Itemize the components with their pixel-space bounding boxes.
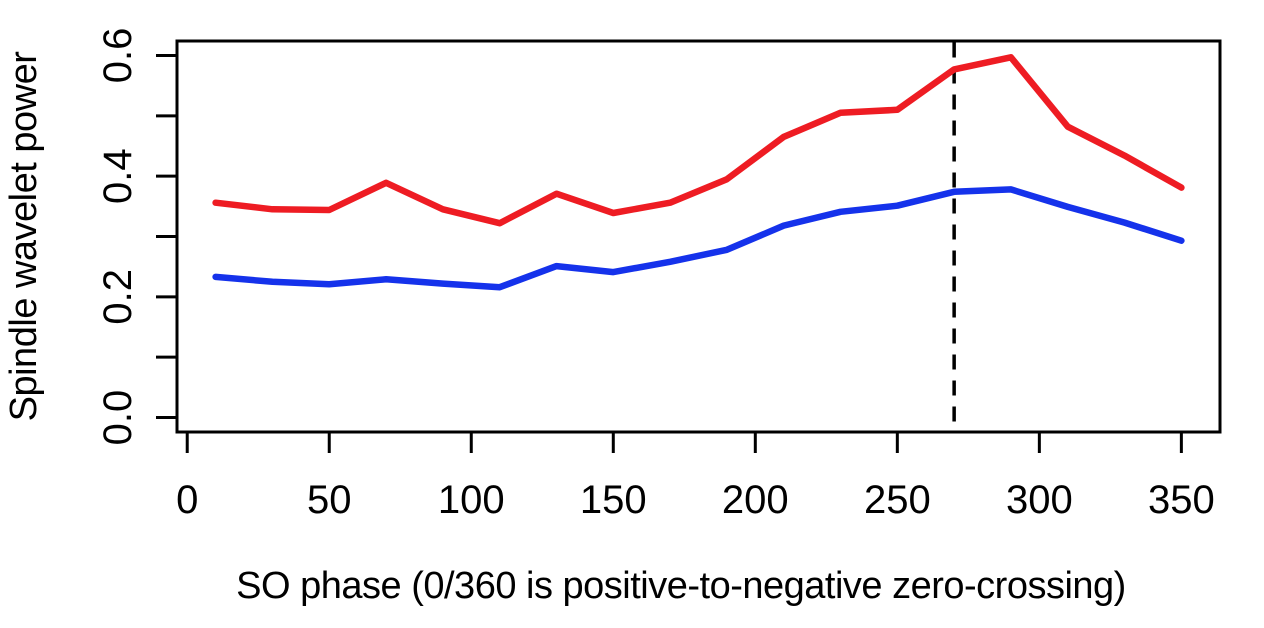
axis-tick-labels: 0 50 100 150 200 250 300 350 0.0 0.2 0.4 0.6	[96, 28, 1215, 522]
x-tick-label-150: 150	[580, 478, 647, 522]
y-tick-label-0.2: 0.2	[96, 269, 140, 325]
y-tick-label-0.6: 0.6	[96, 28, 140, 84]
x-tick-label-200: 200	[722, 478, 789, 522]
x-tick-label-350: 350	[1148, 478, 1215, 522]
plot-box	[175, 39, 1222, 434]
x-tick-label-250: 250	[864, 478, 931, 522]
x-axis-title: SO phase (0/360 is positive-to-negative …	[236, 565, 1126, 607]
data-series-group	[212, 54, 1185, 291]
y-tick-label-0.4: 0.4	[96, 148, 140, 204]
y-tick-label-0.0: 0.0	[96, 390, 140, 446]
red-line	[212, 54, 1185, 227]
x-tick-label-0: 0	[176, 478, 198, 522]
x-tick-label-50: 50	[307, 478, 352, 522]
y-axis-title: Spindle wavelet power	[3, 51, 45, 422]
x-tick-label-300: 300	[1006, 478, 1073, 522]
axis-ticks	[156, 53, 1183, 453]
blue-line	[212, 186, 1185, 291]
x-tick-label-100: 100	[438, 478, 505, 522]
